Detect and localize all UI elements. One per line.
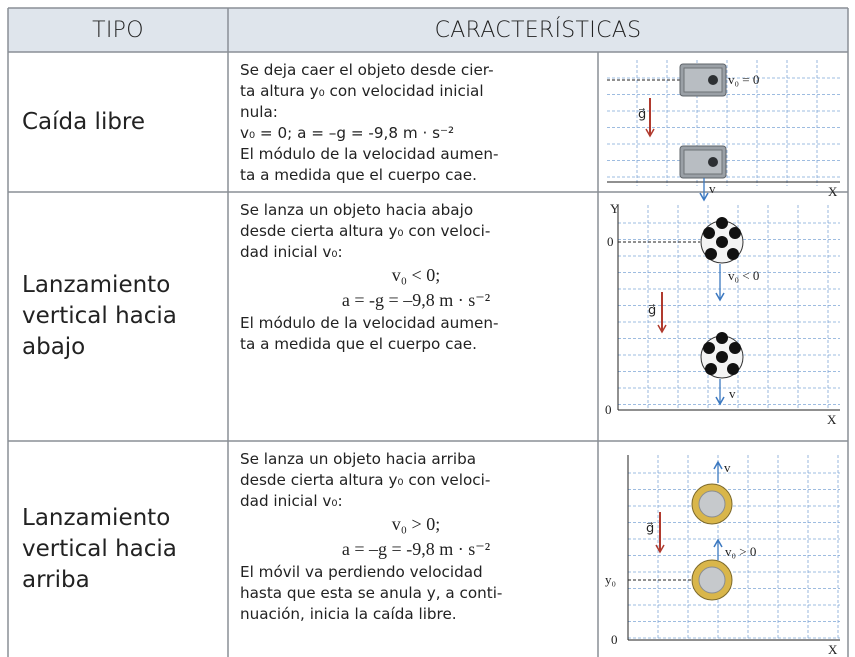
diagram-label: v — [729, 386, 736, 401]
description-line: nuación, inicia la caída libre. — [240, 605, 457, 623]
diagram-label: Y — [610, 201, 620, 216]
ball-patch — [729, 227, 741, 239]
diagram-label: 0 — [605, 402, 612, 417]
diagram-label: v₀ < 0 — [728, 268, 759, 283]
velocity-arrow-head — [713, 538, 723, 548]
velocity-arrow-head — [713, 460, 723, 470]
type-cell: Lanzamiento vertical hacia arriba — [8, 441, 228, 657]
description-line: nula: — [240, 103, 278, 121]
type-line: arriba — [22, 566, 90, 593]
formula-line: a = –g = -9,8 m · s⁻² — [341, 539, 491, 559]
formula-line: v₀ > 0; — [391, 514, 441, 534]
formula-line: a = -g = –9,8 m · s⁻² — [341, 290, 491, 310]
description-cell: Se deja caer el objeto desde cier-ta alt… — [228, 52, 598, 192]
description-cell: Se lanza un objeto hacia abajo desde cier… — [228, 192, 598, 441]
gravity-arrow-head — [655, 544, 665, 554]
ball-patch — [716, 351, 728, 363]
type-line: vertical hacia — [22, 303, 177, 329]
velocity-arrow-head — [715, 396, 725, 406]
ball-patch — [705, 363, 717, 375]
diagram-label: v₀ = 0 — [728, 72, 759, 87]
ball-patch — [729, 342, 741, 354]
ball-patch — [703, 342, 715, 354]
header-bg — [8, 8, 848, 52]
velocity-arrow-head — [715, 292, 725, 302]
safe-dial — [708, 75, 718, 85]
formula-line: v₀ < 0; — [391, 265, 441, 285]
ball-patch — [727, 363, 739, 375]
type-cell: Caída libre — [8, 52, 228, 192]
diagram-label: g⃗ — [638, 106, 646, 121]
type-line: Lanzamiento — [22, 504, 171, 531]
header-caracteristicas: CARACTERÍSTICAS — [434, 17, 642, 43]
diagram-label: y₀ — [605, 572, 616, 587]
description-line: El módulo de la velocidad aumen- — [240, 314, 499, 332]
description-line: ta altura y₀ con velocidad inicial — [240, 82, 484, 100]
description-line: El módulo de la velocidad aumen- — [240, 145, 499, 163]
type-line: vertical hacia — [22, 535, 177, 562]
description-line: v₀ = 0; a = –g = -9,8 m · s⁻² — [240, 124, 455, 142]
diagram-label: 0 — [607, 234, 614, 249]
safe-dial — [708, 157, 718, 167]
header-tipo: TIPO — [92, 17, 144, 43]
diagram-label: v — [709, 181, 716, 196]
ball-patch — [716, 332, 728, 344]
diagram-label: g⃗ — [648, 302, 656, 317]
description-line: dad inicial v₀: — [240, 243, 343, 261]
type-line: Lanzamiento — [22, 272, 171, 298]
diagram-label: X — [828, 184, 838, 199]
type-line: abajo — [22, 334, 86, 360]
diagram-label: v₀ > 0 — [725, 544, 756, 559]
type-cell: Lanzamiento vertical hacia abajo — [8, 192, 228, 441]
description-line: ta a medida que el cuerpo cae. — [240, 335, 477, 353]
description-cell: Se lanza un objeto hacia arriba desde cie… — [228, 441, 598, 657]
diagram-label: X — [828, 642, 838, 657]
ball-patch — [716, 236, 728, 248]
coin-center — [698, 490, 726, 518]
ball-patch — [727, 248, 739, 260]
ball-patch — [716, 217, 728, 229]
gravity-arrow-head — [657, 324, 667, 334]
ball-patch — [703, 227, 715, 239]
description-line: Se lanza un objeto hacia abajo — [240, 201, 474, 219]
diagram-label: X — [827, 412, 837, 427]
description-line: desde cierta altura y₀ con veloci- — [240, 222, 491, 240]
ball-patch — [705, 248, 717, 260]
description-line: Se deja caer el objeto desde cier- — [240, 61, 494, 79]
diagram-label: v — [724, 460, 731, 475]
description-line: ta a medida que el cuerpo cae. — [240, 166, 477, 184]
type-line: Caída libre — [22, 108, 146, 135]
diagram-label: g⃗ — [646, 520, 654, 535]
diagram-label: 0 — [611, 632, 618, 647]
description-line: Se lanza un objeto hacia arriba — [240, 450, 477, 468]
description-line: dad inicial v₀: — [240, 492, 343, 510]
description-line: El móvil va perdiendo velocidad — [240, 563, 483, 581]
description-line: hasta que esta se anula y, a conti- — [240, 584, 503, 602]
coin-center — [698, 566, 726, 594]
safe-door — [683, 67, 723, 93]
description-line: desde cierta altura y₀ con veloci- — [240, 471, 491, 489]
velocity-arrow-head — [699, 192, 709, 202]
gravity-arrow-head — [645, 128, 655, 138]
